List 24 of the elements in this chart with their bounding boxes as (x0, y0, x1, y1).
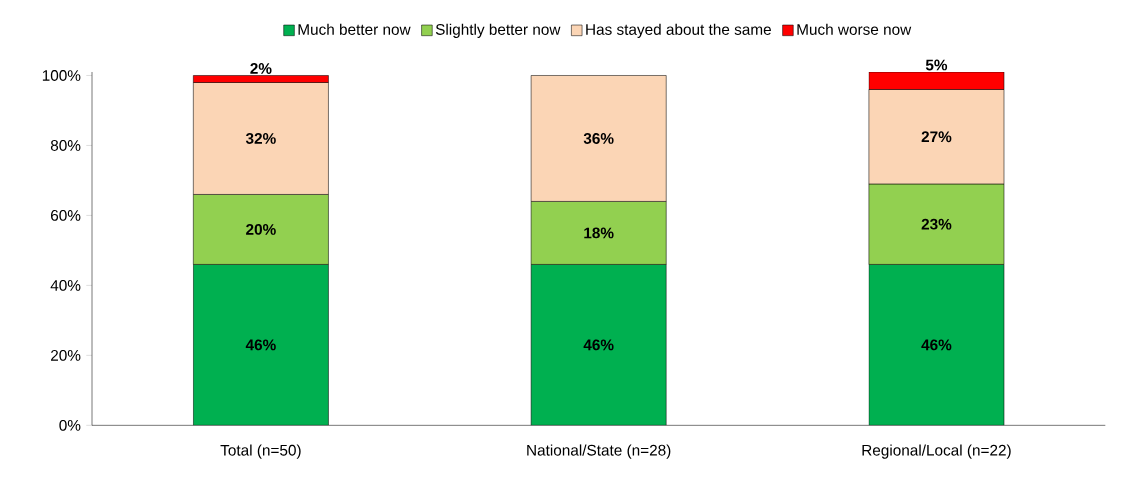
data-label: 18% (584, 227, 614, 239)
data-label: 46% (583, 339, 614, 351)
x-tick-label: Regional/Local (n=22) (862, 444, 1011, 459)
data-label: 20% (246, 223, 276, 235)
y-tick-label: 0% (59, 419, 81, 431)
y-tick-label: 60% (51, 210, 81, 221)
data-label: 46% (245, 339, 276, 351)
y-tick-label: 40% (50, 279, 81, 291)
legend-label: Much better now (298, 23, 411, 35)
legend-label: Has stayed about the same (586, 23, 771, 38)
x-tick-label: Total (n=50) (220, 444, 301, 459)
legend-label: Slightly better now (435, 23, 561, 38)
data-label: 5% (925, 59, 948, 71)
data-label: 27% (921, 131, 952, 143)
y-tick-label: 100% (42, 70, 81, 81)
data-label: 32% (245, 133, 276, 144)
legend-label: Much worse now (797, 23, 912, 35)
data-label: 2% (250, 63, 272, 74)
y-tick-label: 80% (50, 140, 81, 151)
data-label: 23% (921, 218, 952, 230)
data-label: 36% (583, 133, 614, 144)
data-label: 46% (921, 339, 952, 351)
x-tick-label: National/State (n=28) (527, 444, 671, 459)
y-tick-label: 20% (51, 349, 81, 361)
